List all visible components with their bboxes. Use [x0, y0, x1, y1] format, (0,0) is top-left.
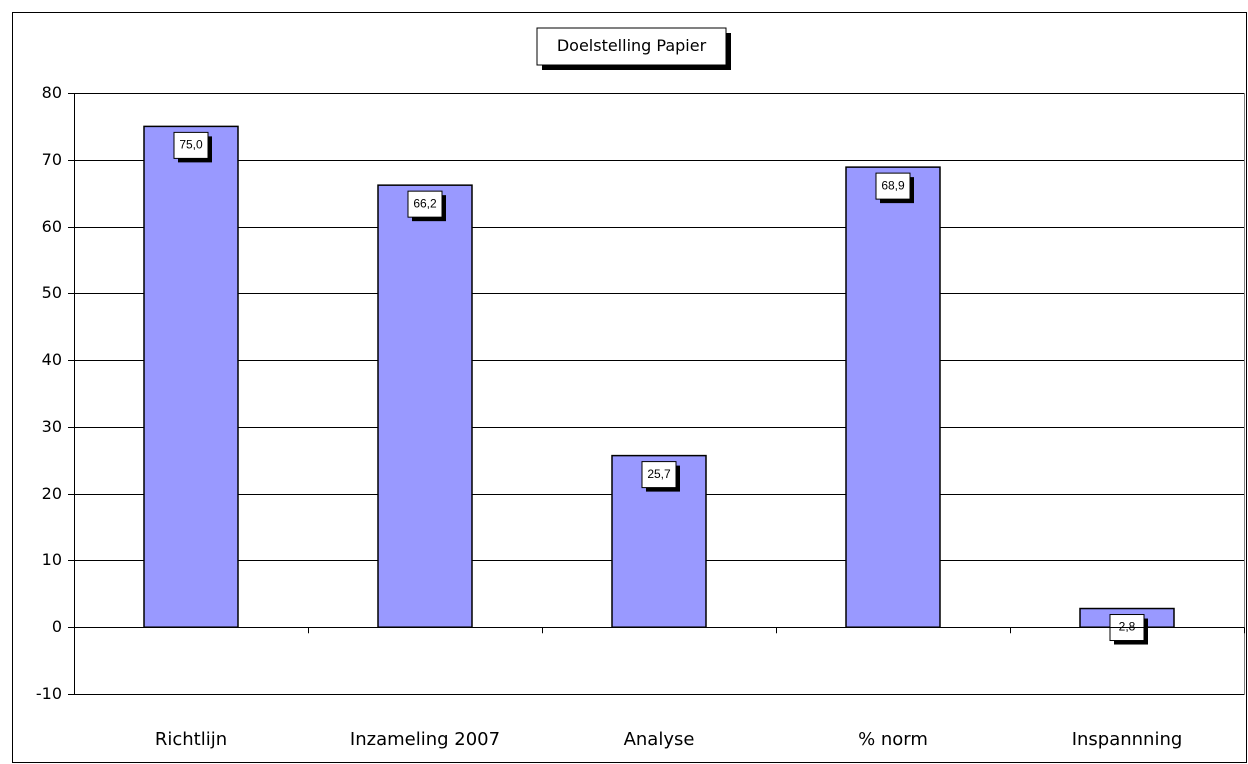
title-box	[536, 27, 727, 66]
bar	[845, 166, 941, 628]
value-label-box	[173, 131, 209, 159]
y-tick-label: 70	[42, 150, 62, 169]
value-label-box	[875, 172, 911, 200]
y-tick-label: -10	[36, 684, 62, 703]
x-tick-label: Analyse	[624, 729, 695, 750]
x-tick-label: Richtlijn	[155, 729, 227, 750]
y-tick-label: 80	[42, 83, 62, 102]
x-tick-label: Inzameling 2007	[350, 729, 500, 750]
y-tick-label: 30	[42, 417, 62, 436]
bar	[143, 125, 239, 628]
value-label: 25,7	[647, 467, 671, 481]
value-label-box	[407, 190, 443, 218]
value-label-box	[641, 461, 677, 489]
value-label: 75,0	[179, 138, 203, 152]
y-tick-label: 50	[42, 283, 62, 302]
y-tick-label: 40	[42, 350, 62, 369]
x-tick-label: Inspannning	[1072, 729, 1183, 750]
y-tick-label: 60	[42, 217, 62, 236]
value-label: 2,8	[1119, 620, 1136, 634]
y-tick-label: 0	[52, 617, 62, 636]
chart-title: Doelstelling Papier	[557, 36, 707, 55]
bar	[377, 184, 473, 628]
y-tick-label: 10	[42, 550, 62, 569]
value-label: 68,9	[881, 178, 905, 192]
x-tick-label: % norm	[858, 729, 928, 750]
value-label: 66,2	[413, 196, 437, 210]
y-tick-label: 20	[42, 484, 62, 503]
